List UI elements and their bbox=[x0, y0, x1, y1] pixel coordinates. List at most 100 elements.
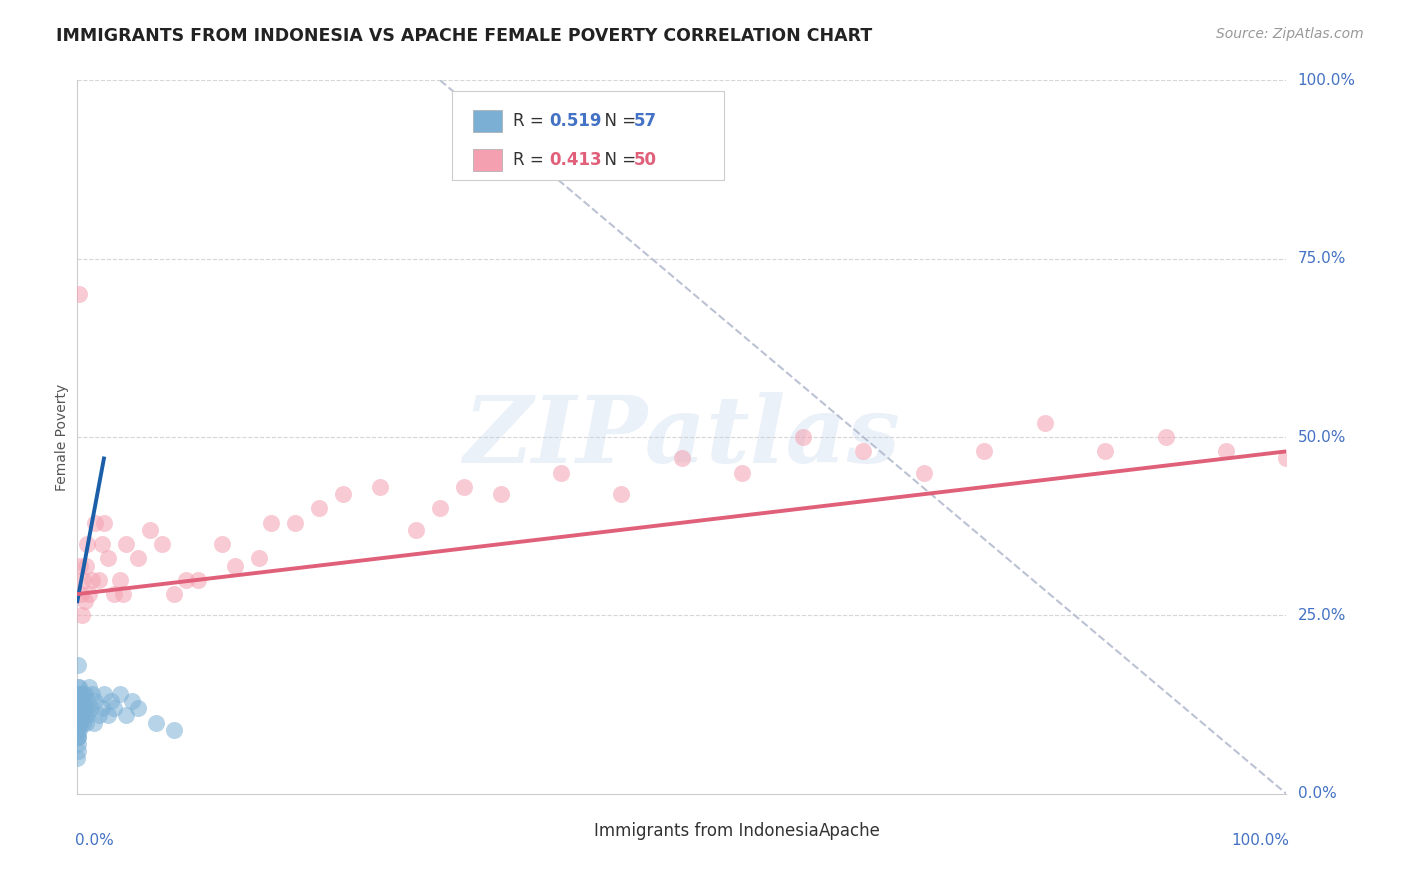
Point bbox=[66, 701, 89, 715]
Text: R =: R = bbox=[513, 112, 548, 130]
Point bbox=[103, 701, 125, 715]
Point bbox=[69, 694, 91, 708]
Point bbox=[121, 694, 143, 708]
Point bbox=[80, 687, 103, 701]
Point bbox=[69, 715, 91, 730]
Point bbox=[163, 587, 186, 601]
Point bbox=[792, 430, 814, 444]
Point bbox=[187, 573, 209, 587]
Text: 57: 57 bbox=[634, 112, 657, 130]
Text: 0.413: 0.413 bbox=[548, 152, 602, 169]
Point bbox=[66, 737, 89, 751]
Point bbox=[66, 694, 89, 708]
Point bbox=[72, 687, 94, 701]
Text: Source: ZipAtlas.com: Source: ZipAtlas.com bbox=[1216, 27, 1364, 41]
Point bbox=[66, 680, 89, 694]
Point bbox=[66, 723, 89, 737]
Text: R =: R = bbox=[513, 152, 548, 169]
Point bbox=[1275, 451, 1298, 466]
Text: Immigrants from Indonesia: Immigrants from Indonesia bbox=[593, 822, 818, 840]
Point bbox=[671, 451, 693, 466]
Point bbox=[174, 573, 197, 587]
Point bbox=[127, 551, 149, 566]
Point bbox=[610, 487, 633, 501]
Text: IMMIGRANTS FROM INDONESIA VS APACHE FEMALE POVERTY CORRELATION CHART: IMMIGRANTS FROM INDONESIA VS APACHE FEMA… bbox=[56, 27, 873, 45]
Point bbox=[1215, 444, 1237, 458]
Text: 50: 50 bbox=[634, 152, 657, 169]
Point bbox=[80, 573, 103, 587]
Point bbox=[73, 701, 96, 715]
Point bbox=[70, 708, 93, 723]
Point bbox=[112, 587, 135, 601]
Point bbox=[67, 680, 90, 694]
Point bbox=[66, 715, 89, 730]
FancyBboxPatch shape bbox=[453, 91, 724, 180]
Point bbox=[66, 730, 89, 744]
FancyBboxPatch shape bbox=[472, 150, 502, 171]
Text: 75.0%: 75.0% bbox=[1298, 252, 1346, 266]
Point bbox=[93, 687, 115, 701]
Text: 0.0%: 0.0% bbox=[75, 833, 114, 848]
Point bbox=[66, 658, 89, 673]
Point bbox=[67, 708, 90, 723]
FancyBboxPatch shape bbox=[778, 821, 811, 843]
Point bbox=[405, 523, 427, 537]
Point bbox=[70, 587, 93, 601]
Point bbox=[90, 537, 112, 551]
Point bbox=[973, 444, 995, 458]
Point bbox=[73, 708, 96, 723]
Point bbox=[84, 516, 107, 530]
Point bbox=[127, 701, 149, 715]
Point bbox=[73, 594, 96, 608]
Point bbox=[75, 687, 97, 701]
Point bbox=[87, 708, 110, 723]
Point bbox=[260, 516, 283, 530]
Point bbox=[103, 587, 125, 601]
Point bbox=[79, 701, 101, 715]
Text: 100.0%: 100.0% bbox=[1298, 73, 1355, 87]
Point bbox=[550, 466, 572, 480]
Point bbox=[67, 723, 90, 737]
Point bbox=[66, 701, 89, 715]
Point bbox=[84, 694, 107, 708]
Point bbox=[66, 730, 89, 744]
Point bbox=[912, 466, 935, 480]
Point bbox=[67, 708, 90, 723]
Point bbox=[67, 701, 90, 715]
Point bbox=[79, 587, 101, 601]
Point bbox=[72, 573, 94, 587]
Point bbox=[69, 558, 91, 573]
Point bbox=[100, 694, 122, 708]
Point bbox=[69, 687, 91, 701]
Point bbox=[1154, 430, 1177, 444]
Point bbox=[67, 287, 90, 301]
Point bbox=[79, 680, 101, 694]
Point bbox=[224, 558, 246, 573]
Point bbox=[489, 487, 512, 501]
Point bbox=[368, 480, 391, 494]
Text: ZIPatlas: ZIPatlas bbox=[464, 392, 900, 482]
Point bbox=[145, 715, 167, 730]
Point bbox=[1094, 444, 1116, 458]
Point bbox=[429, 501, 451, 516]
Point bbox=[114, 708, 136, 723]
Text: N =: N = bbox=[593, 152, 641, 169]
Point bbox=[66, 687, 89, 701]
Point bbox=[90, 701, 112, 715]
Point bbox=[284, 516, 307, 530]
Point bbox=[66, 708, 89, 723]
Text: 0.519: 0.519 bbox=[548, 112, 602, 130]
Point bbox=[67, 730, 90, 744]
Point bbox=[852, 444, 875, 458]
Text: 50.0%: 50.0% bbox=[1298, 430, 1346, 444]
Point bbox=[76, 708, 98, 723]
Point bbox=[70, 608, 93, 623]
Point bbox=[247, 551, 270, 566]
Point bbox=[72, 715, 94, 730]
Point bbox=[731, 466, 754, 480]
Point bbox=[453, 480, 475, 494]
Point bbox=[67, 694, 90, 708]
FancyBboxPatch shape bbox=[472, 110, 502, 131]
Point bbox=[139, 523, 162, 537]
Text: N =: N = bbox=[593, 112, 641, 130]
